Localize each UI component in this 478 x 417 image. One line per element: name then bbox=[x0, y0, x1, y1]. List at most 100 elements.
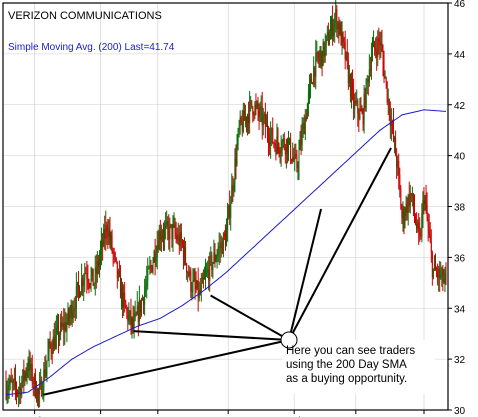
candle-body bbox=[17, 391, 19, 393]
candle-body bbox=[168, 227, 170, 240]
candle-body bbox=[212, 262, 214, 271]
candle-body bbox=[18, 391, 20, 393]
candle-body bbox=[438, 268, 440, 278]
candle-body bbox=[392, 123, 394, 139]
candle-body bbox=[279, 151, 281, 154]
candle-body bbox=[122, 286, 124, 308]
candle-body bbox=[250, 100, 252, 102]
candle-body bbox=[388, 99, 390, 116]
candle-body bbox=[420, 235, 422, 237]
candle-body bbox=[363, 94, 365, 124]
candle-body bbox=[197, 280, 199, 298]
candle-body bbox=[360, 109, 362, 112]
annotation-line: using the 200 Day SMA bbox=[286, 359, 407, 371]
candle-body bbox=[383, 61, 385, 79]
candle-body bbox=[371, 47, 373, 57]
candle-body bbox=[113, 253, 115, 254]
candle-body bbox=[91, 268, 93, 276]
sma-200-line bbox=[5, 109, 447, 396]
candle-body bbox=[298, 150, 300, 168]
candle-body bbox=[153, 251, 155, 263]
candle-body bbox=[86, 273, 88, 279]
candle-body bbox=[222, 233, 224, 254]
candle-body bbox=[431, 252, 433, 278]
candle-body bbox=[302, 122, 304, 130]
candle-body bbox=[130, 310, 132, 325]
candle-body bbox=[90, 275, 92, 285]
candle-body bbox=[150, 265, 152, 267]
candle-body bbox=[92, 268, 94, 286]
candle-body bbox=[367, 79, 369, 83]
candle-body bbox=[320, 51, 322, 56]
candle-body bbox=[251, 100, 253, 107]
candle-body bbox=[321, 51, 323, 67]
candle-body bbox=[268, 134, 270, 143]
candle-body bbox=[379, 42, 381, 46]
candle-body bbox=[126, 308, 128, 311]
candle-body bbox=[54, 334, 56, 350]
candle-body bbox=[357, 100, 359, 114]
candle-body bbox=[64, 321, 66, 331]
candle-body bbox=[370, 56, 372, 71]
annotation-pointer bbox=[288, 208, 323, 341]
candle-body bbox=[193, 278, 195, 281]
candle-body bbox=[196, 280, 198, 289]
candle-body bbox=[75, 286, 77, 309]
candle-body bbox=[316, 52, 318, 54]
candle-body bbox=[415, 216, 417, 224]
candle-body bbox=[31, 363, 33, 383]
candle-body bbox=[191, 291, 193, 293]
candle-body bbox=[252, 106, 254, 115]
candle-body bbox=[131, 317, 133, 325]
candle-body bbox=[444, 272, 446, 280]
candle-body bbox=[332, 19, 334, 37]
candles bbox=[5, 0, 447, 408]
candle-body bbox=[14, 378, 16, 387]
candle-body bbox=[165, 224, 167, 228]
candle-body bbox=[169, 224, 171, 240]
candle-body bbox=[359, 109, 361, 119]
candle-body bbox=[41, 380, 43, 396]
candle-body bbox=[339, 24, 341, 35]
candle-body bbox=[318, 58, 320, 61]
candle-body bbox=[132, 317, 134, 328]
candle-body bbox=[32, 382, 34, 385]
candle-body bbox=[315, 53, 317, 77]
candle-body bbox=[157, 244, 159, 250]
candle-body bbox=[407, 195, 409, 213]
candle-body bbox=[319, 55, 321, 61]
candle-body bbox=[423, 199, 425, 205]
candle-body bbox=[28, 359, 30, 371]
candle-body bbox=[5, 384, 7, 397]
candle-body bbox=[89, 284, 91, 285]
candle-body bbox=[304, 116, 306, 135]
candle-body bbox=[95, 267, 97, 275]
candle-body bbox=[291, 159, 293, 162]
candle-body bbox=[98, 258, 100, 267]
candle-body bbox=[293, 157, 295, 161]
candle-body bbox=[285, 139, 287, 155]
candle-body bbox=[218, 246, 220, 251]
candle-body bbox=[59, 334, 61, 340]
candle-body bbox=[145, 286, 147, 292]
candle-body bbox=[105, 225, 107, 239]
candle-body bbox=[425, 199, 427, 205]
candle-body bbox=[119, 274, 121, 299]
candle-body bbox=[336, 9, 338, 30]
candle-body bbox=[147, 268, 149, 281]
candle-body bbox=[433, 263, 435, 269]
y-tick-label: 36 bbox=[454, 253, 466, 264]
candle-body bbox=[24, 372, 26, 380]
candle-body bbox=[275, 145, 277, 155]
candle-body bbox=[33, 374, 35, 385]
candle-body bbox=[430, 242, 432, 253]
candle-body bbox=[228, 205, 230, 217]
candle-body bbox=[394, 138, 396, 139]
candle-body bbox=[170, 224, 172, 226]
candle-body bbox=[308, 84, 310, 93]
candle-body bbox=[140, 299, 142, 312]
candle-body bbox=[232, 185, 234, 191]
candle-body bbox=[381, 42, 383, 51]
candle-body bbox=[154, 251, 156, 263]
